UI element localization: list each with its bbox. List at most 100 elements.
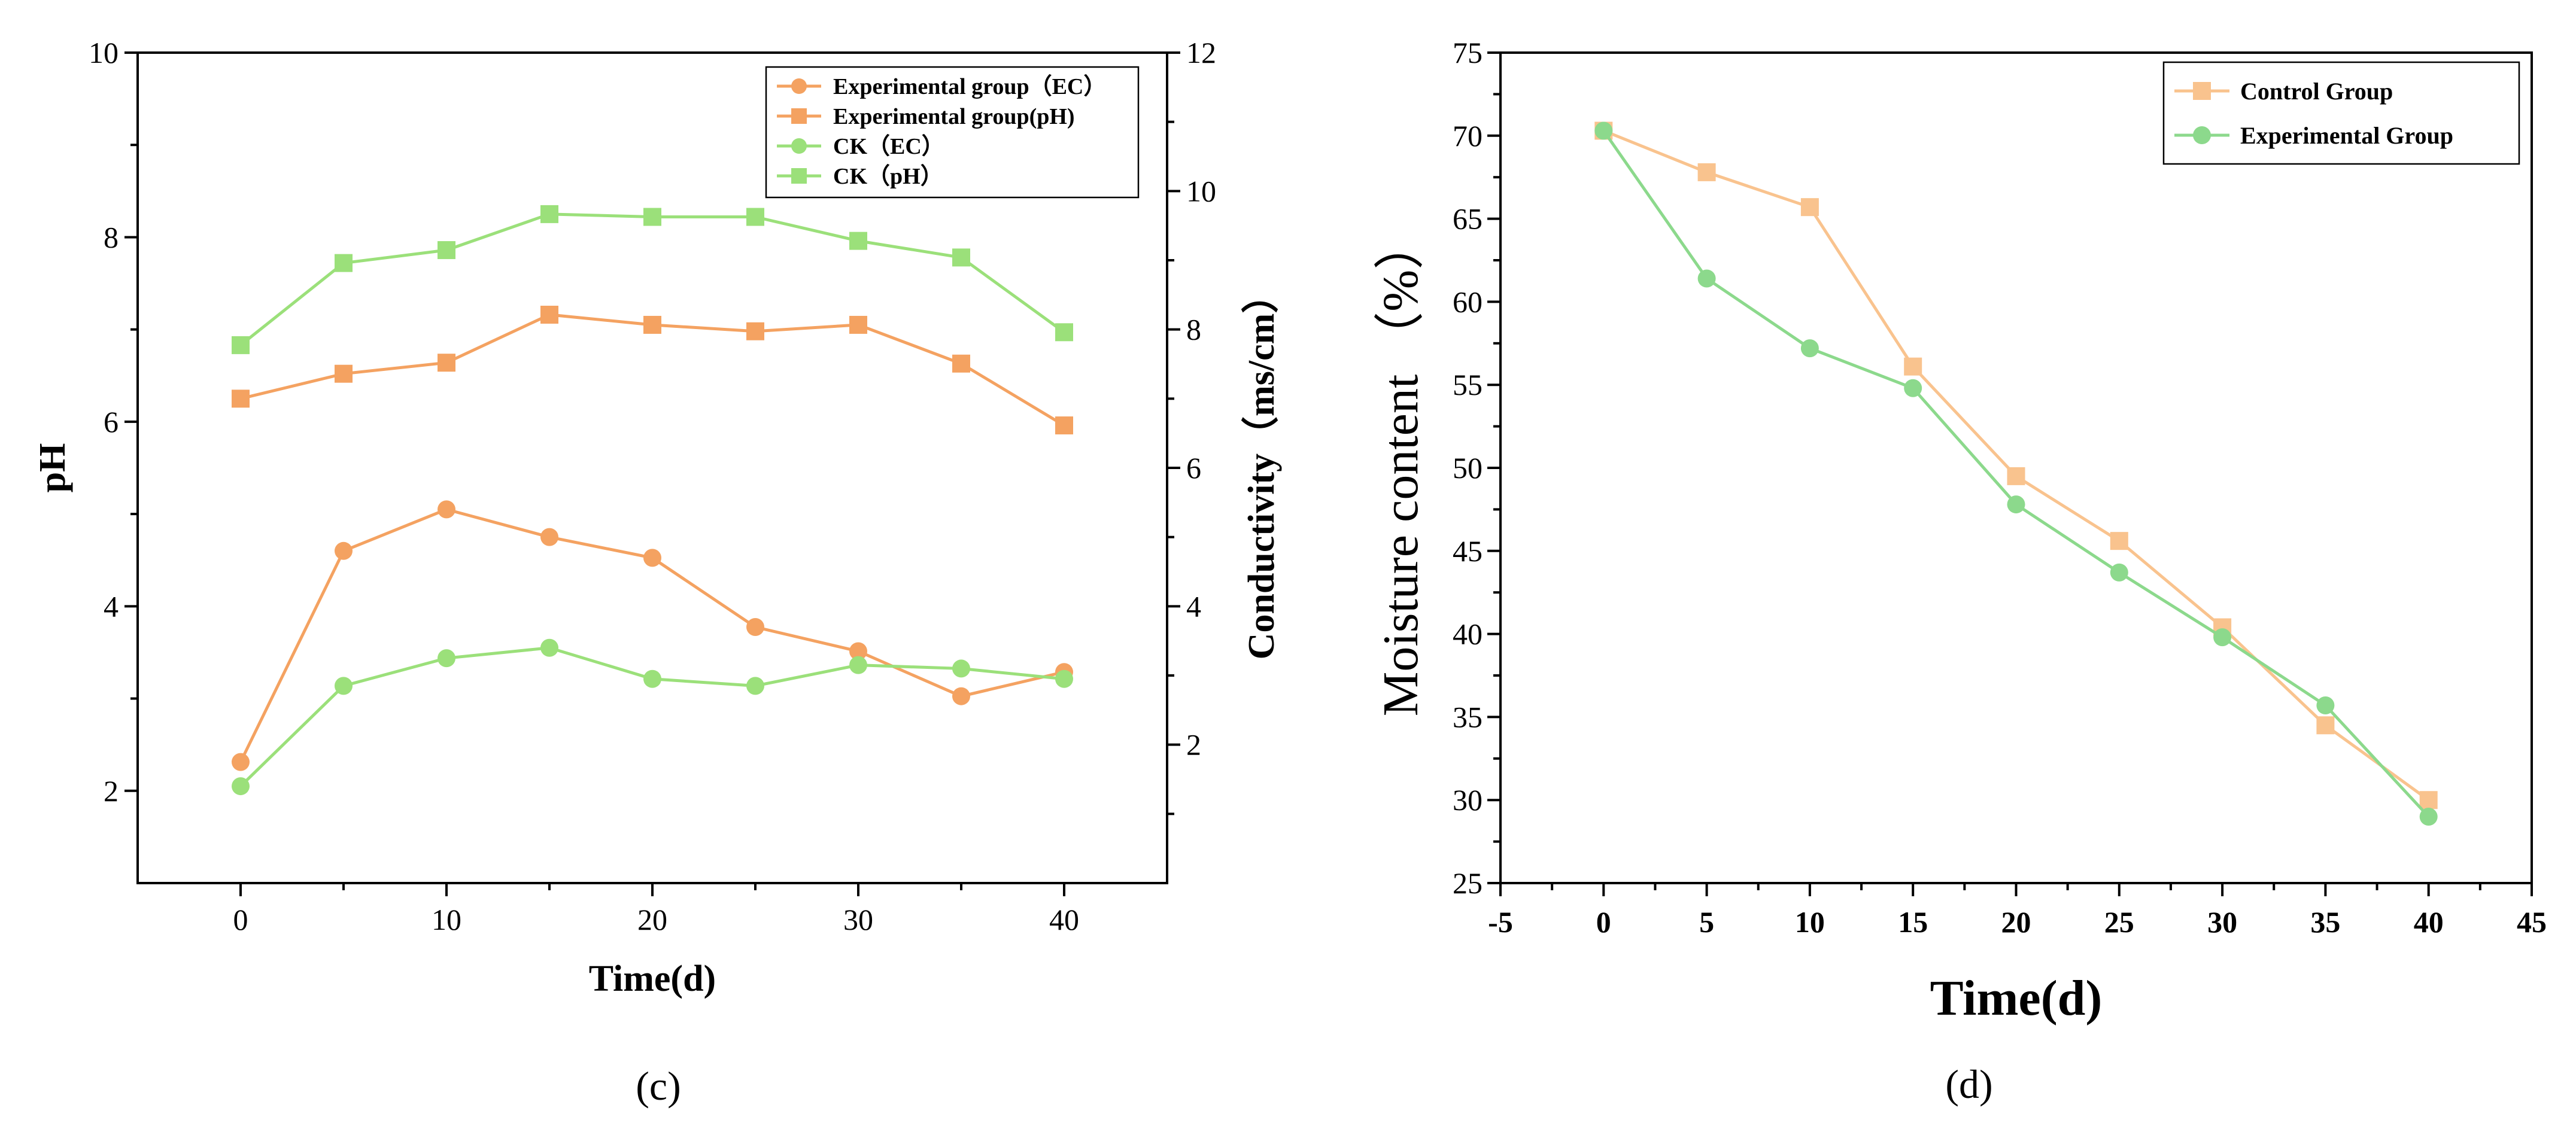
legend-entry-c: CK（pH）: [833, 164, 943, 189]
y-axis-label: Moisture content （%）: [1373, 220, 1429, 717]
data-point-c-3: [232, 336, 250, 354]
data-point-c-0: [952, 687, 970, 705]
data-point-d-1: [2419, 807, 2438, 826]
data-point-c-3: [952, 248, 970, 267]
series-line-c-2: [239, 646, 1065, 787]
data-point-c-2: [335, 677, 353, 695]
y2-tick-label: 4: [1186, 589, 1201, 623]
data-point-d-1: [2110, 563, 2128, 582]
y2-tick-label: 6: [1186, 451, 1201, 485]
data-point-c-0: [849, 642, 867, 661]
x-tick-label: 15: [1898, 905, 1928, 939]
data-point-d-0: [2419, 791, 2438, 809]
x-tick-label: 10: [432, 903, 461, 936]
data-point-c-2: [540, 638, 558, 657]
data-point-d-0: [1904, 357, 1922, 376]
y-tick-label: 2: [104, 774, 119, 808]
x-tick-label: -5: [1488, 905, 1513, 939]
data-point-c-0: [746, 618, 764, 637]
legend-entry-d: Control Group: [2240, 78, 2393, 105]
data-point-d-1: [2007, 495, 2025, 514]
panel-caption-d: (d): [1945, 1061, 1992, 1107]
x-tick-label: 0: [1596, 905, 1611, 939]
data-point-c-2: [438, 649, 455, 668]
y2-tick-label: 12: [1186, 36, 1216, 69]
panel-caption-c: (c): [636, 1063, 681, 1109]
data-point-c-2: [746, 677, 764, 695]
x-tick-label: 0: [233, 903, 248, 936]
y-tick-label: 45: [1453, 534, 1483, 568]
data-point-d-0: [2110, 532, 2128, 550]
data-point-c-1: [952, 354, 970, 373]
data-point-d-0: [2316, 716, 2335, 735]
data-point-c-1: [849, 315, 867, 334]
data-point-c-3: [335, 254, 353, 272]
data-point-d-0: [1800, 198, 1819, 217]
data-point-d-1: [2213, 628, 2232, 647]
data-point-c-2: [1055, 669, 1073, 688]
data-point-c-0: [335, 541, 353, 560]
x-tick-label: 20: [637, 903, 667, 936]
y-tick-label: 10: [89, 36, 119, 69]
data-point-c-2: [232, 777, 250, 796]
data-point-c-3: [438, 241, 455, 260]
y-tick-label: 6: [104, 405, 119, 439]
y2-tick-label: 10: [1186, 174, 1216, 208]
x-tick-label: 30: [843, 903, 873, 936]
legend-marker-c: [791, 168, 807, 184]
data-point-c-3: [643, 208, 661, 226]
data-point-c-0: [232, 753, 250, 771]
y-tick-label: 75: [1453, 36, 1483, 69]
data-point-c-1: [746, 322, 764, 340]
data-point-c-0: [540, 528, 558, 546]
legend-c: [765, 66, 1140, 199]
y-tick-label: 70: [1453, 119, 1483, 153]
x-tick-label: 25: [2104, 905, 2134, 939]
x-tick-label: 30: [2207, 905, 2237, 939]
legend-entry-c: Experimental group(pH): [833, 104, 1075, 129]
legend-marker-d: [2193, 126, 2211, 144]
data-point-d-1: [1800, 339, 1819, 358]
y-tick-label: 25: [1453, 866, 1483, 900]
legend-marker-c: [791, 108, 807, 124]
data-point-c-2: [952, 659, 970, 678]
legend-marker-c: [791, 78, 807, 94]
data-point-c-1: [438, 354, 455, 372]
data-point-d-1: [2316, 696, 2335, 714]
y-tick-label: 65: [1453, 202, 1483, 236]
x-tick-label: 10: [1795, 905, 1825, 939]
data-point-c-0: [438, 500, 455, 519]
y2-tick-label: 8: [1186, 313, 1201, 346]
data-point-c-1: [540, 305, 558, 324]
y2-tick-label: 2: [1186, 728, 1201, 762]
x-tick-label: 45: [2517, 905, 2547, 939]
legend-entry-c: Experimental group（EC）: [833, 74, 1106, 99]
x-tick-label: 35: [2310, 905, 2340, 939]
legend-marker-d: [2193, 82, 2211, 100]
data-point-c-0: [643, 549, 661, 567]
data-point-c-1: [232, 389, 250, 408]
data-point-c-3: [849, 232, 867, 250]
data-point-c-2: [849, 656, 867, 674]
data-point-c-1: [335, 364, 353, 383]
x-axis-label: Time(d): [589, 958, 716, 999]
legend-entry-d: Experimental Group: [2240, 122, 2453, 149]
y-tick-label: 50: [1453, 451, 1483, 485]
series-line-c-0: [239, 507, 1065, 763]
data-point-c-1: [1055, 416, 1073, 435]
data-point-d-0: [2007, 467, 2025, 485]
y-tick-label: 60: [1453, 285, 1483, 318]
data-point-c-3: [746, 208, 764, 226]
data-point-c-3: [1055, 323, 1073, 342]
data-point-c-3: [540, 205, 558, 223]
y-tick-label: 40: [1453, 617, 1483, 651]
x-tick-label: 40: [1049, 903, 1079, 936]
data-point-d-0: [1697, 163, 1716, 181]
data-point-c-2: [643, 669, 661, 688]
chart-d: -5 0 5 10 15 20 25 30 35 40 45 25 30 35 40 45 50 55 60 65 70…: [1373, 36, 2547, 1107]
y-axis-label: pH: [32, 443, 73, 493]
data-point-c-1: [643, 315, 661, 334]
chart-c: 0 10 20 30 40 2 4 6 8 10 2 4 6 8 10 12 Time(d) pH Conducti…: [32, 36, 1282, 1109]
data-point-d-1: [1904, 379, 1922, 397]
legend-marker-c: [791, 138, 807, 154]
